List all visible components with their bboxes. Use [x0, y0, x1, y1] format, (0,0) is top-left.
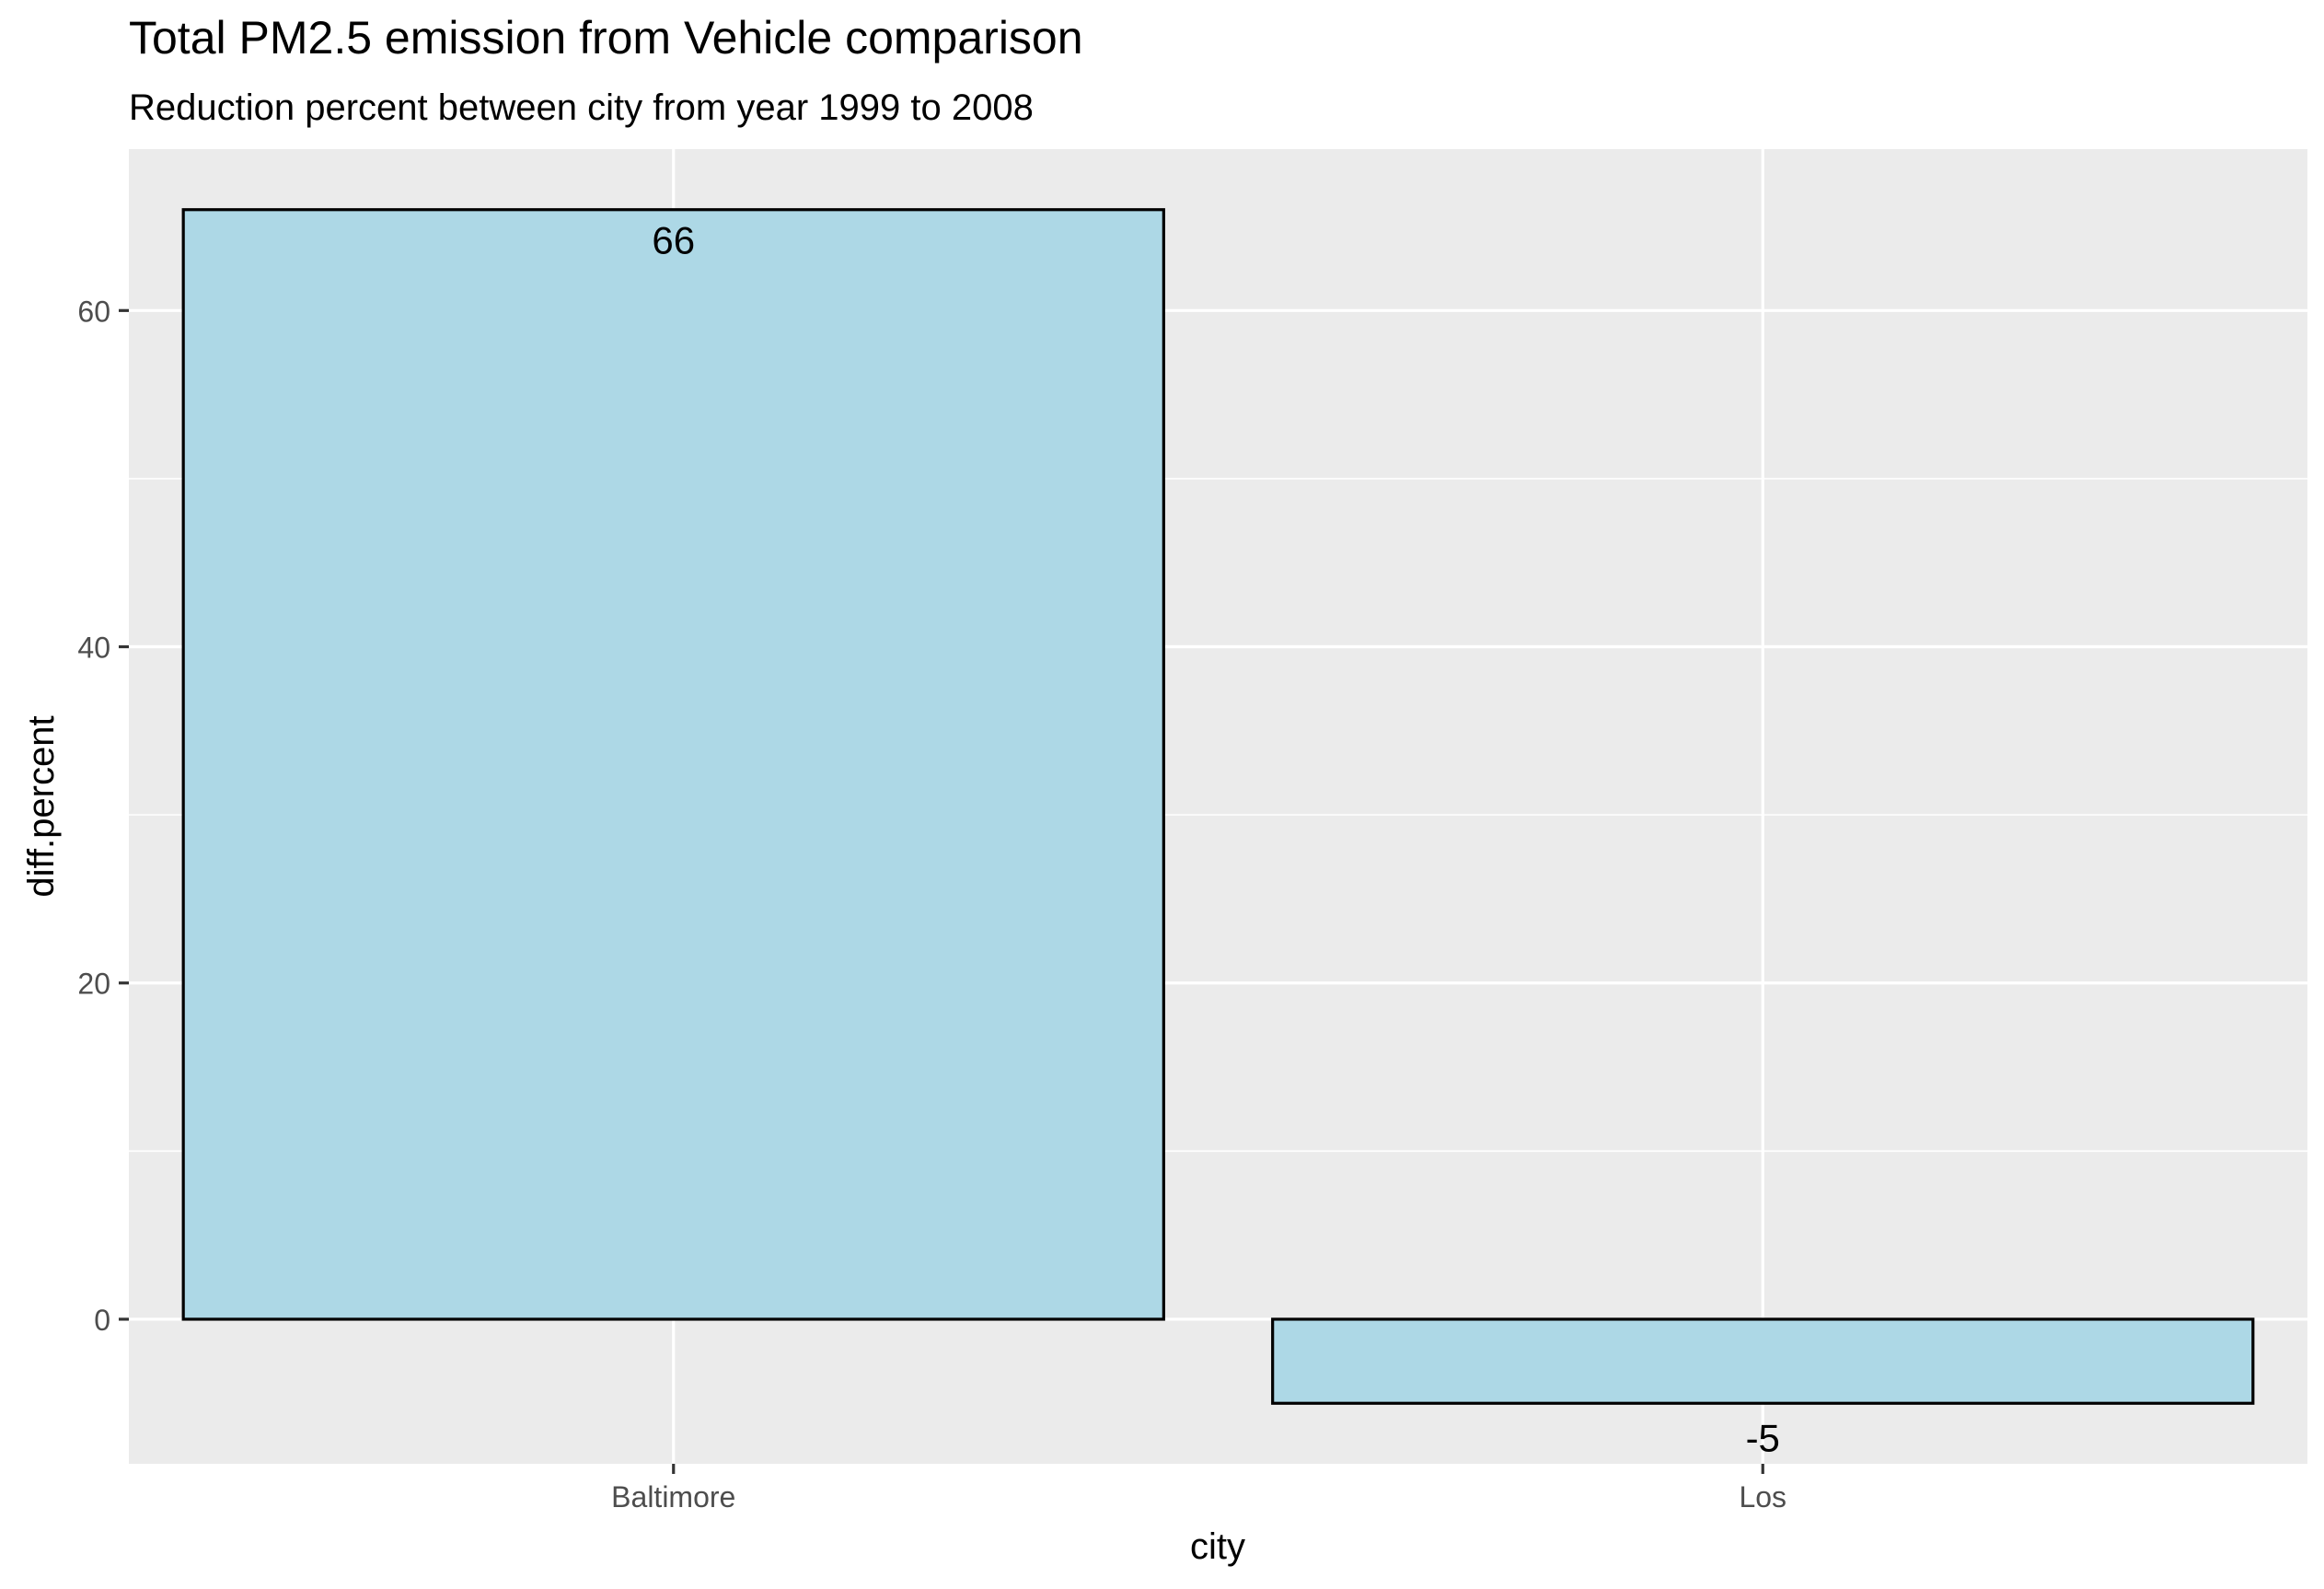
- y-tick-label: 40: [77, 632, 110, 665]
- data-labels: 66 -5: [652, 219, 1780, 1460]
- data-label-baltimore: 66: [652, 219, 695, 262]
- y-tick-label: 0: [94, 1304, 110, 1337]
- data-label-los: -5: [1746, 1416, 1780, 1459]
- y-axis-title: diff.percent: [21, 715, 62, 897]
- bar-baltimore: [181, 208, 1165, 1321]
- y-tick-label: 60: [77, 295, 110, 328]
- chart-subtitle: Reduction percent between city from year…: [129, 87, 1034, 128]
- y-tick-label: 20: [77, 968, 110, 1001]
- chart-title: Total PM2.5 emission from Vehicle compar…: [129, 12, 1083, 64]
- x-tick-label: Los: [1739, 1480, 1786, 1514]
- x-axis-title: city: [1190, 1526, 1245, 1567]
- x-tick-label: Baltimore: [611, 1480, 735, 1514]
- bars: [181, 208, 2255, 1405]
- axes: 0 20 40 60 Baltimore Los: [77, 295, 1786, 1514]
- bar-los: [1271, 1317, 2255, 1405]
